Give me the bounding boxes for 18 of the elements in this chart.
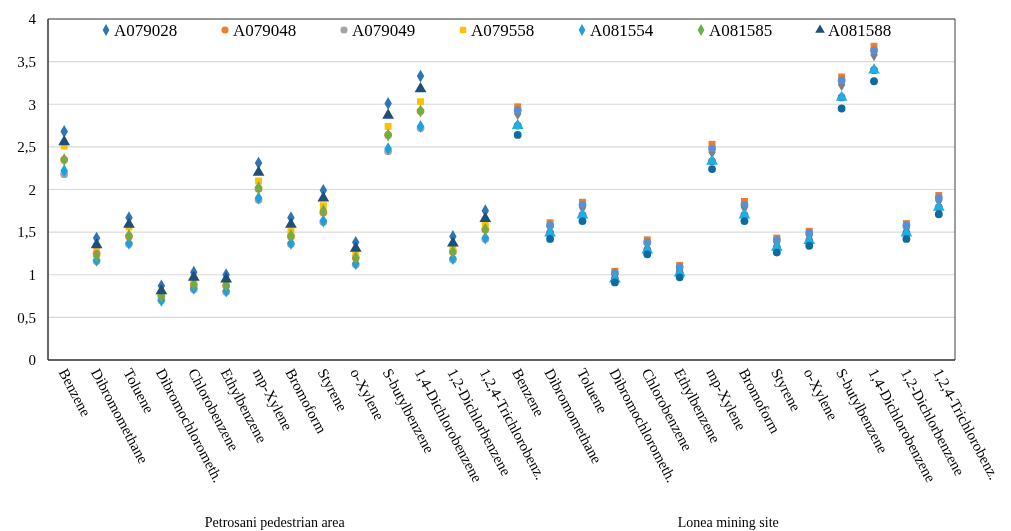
legend-label: A079048 [233,20,297,40]
y-tick-label: 1 [28,267,36,283]
y-tick-label: 2 [28,181,36,198]
text: Lonea mining site [677,515,779,530]
y-tick-label: 0,5 [17,309,36,326]
y-tick-label: 4 [28,11,37,28]
legend-label: A081554 [590,20,654,40]
legend-label: A079049 [352,20,416,40]
legend-label: A079558 [471,20,535,40]
y-tick-label: 2,5 [17,139,36,156]
y-tick-label: 3,5 [17,53,36,70]
y-tick-label: 1,5 [17,224,36,241]
legend-label: A081585 [709,20,773,40]
text: Petrosani pedestrian area [204,515,346,530]
legend-label: A079028 [114,20,178,40]
y-tick-label: 0 [28,352,36,369]
y-tick-label: 3 [28,96,36,113]
legend-label: A081588 [828,20,892,40]
